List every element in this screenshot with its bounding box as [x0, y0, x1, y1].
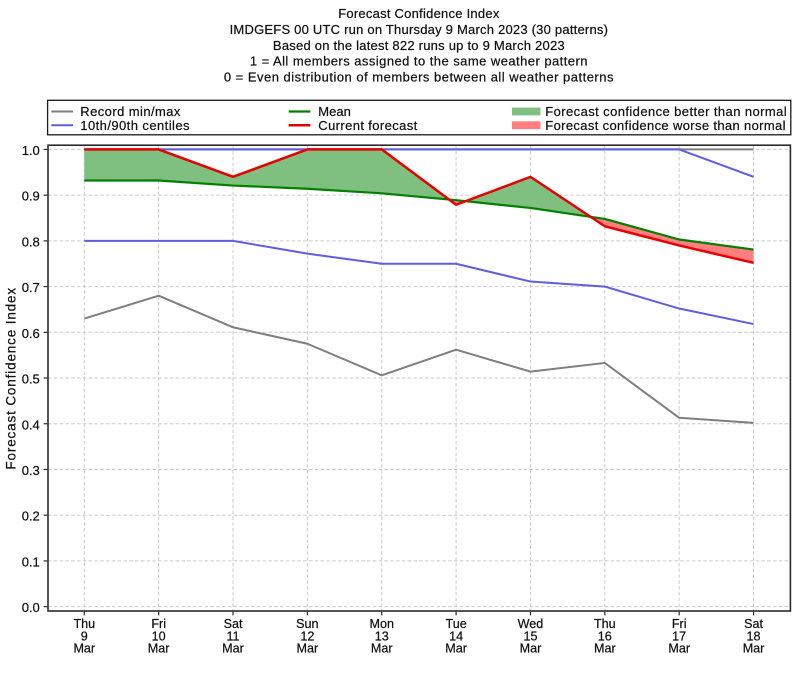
svg-text:11: 11 [226, 629, 239, 643]
svg-text:Fri: Fri [672, 617, 687, 631]
svg-text:Mar: Mar [222, 642, 244, 656]
svg-text:0.6: 0.6 [22, 326, 40, 341]
svg-text:0.5: 0.5 [22, 372, 40, 387]
svg-text:Forecast Confidence Index: Forecast Confidence Index [338, 6, 500, 21]
svg-text:14: 14 [449, 629, 463, 643]
svg-text:Mon: Mon [369, 617, 394, 631]
svg-text:Thu: Thu [594, 617, 616, 631]
svg-text:10: 10 [152, 629, 166, 643]
svg-text:Sat: Sat [224, 617, 243, 631]
svg-text:Sun: Sun [296, 617, 318, 631]
svg-text:Mar: Mar [520, 642, 542, 656]
svg-text:Wed: Wed [518, 617, 544, 631]
svg-text:Current forecast: Current forecast [318, 118, 417, 133]
svg-text:Mar: Mar [445, 642, 467, 656]
svg-text:Record min/max: Record min/max [80, 104, 181, 119]
svg-text:0.7: 0.7 [22, 280, 40, 295]
svg-text:1.0: 1.0 [22, 143, 40, 158]
svg-text:Based on the latest 822 runs u: Based on the latest 822 runs up to 9 Mar… [273, 38, 565, 53]
svg-text:0.3: 0.3 [22, 463, 40, 478]
svg-text:18: 18 [747, 629, 761, 643]
svg-text:0.1: 0.1 [22, 554, 40, 569]
svg-text:Mar: Mar [668, 642, 690, 656]
svg-text:0.4: 0.4 [22, 417, 40, 432]
svg-text:1 = All members assigned to th: 1 = All members assigned to the same wea… [250, 54, 588, 69]
svg-text:Sat: Sat [744, 617, 763, 631]
svg-text:0.0: 0.0 [22, 600, 40, 615]
svg-text:0.8: 0.8 [22, 234, 40, 249]
svg-text:17: 17 [672, 629, 686, 643]
svg-text:Mean: Mean [318, 104, 351, 119]
svg-text:Fri: Fri [151, 617, 166, 631]
svg-text:0.9: 0.9 [22, 189, 40, 204]
svg-text:Tue: Tue [445, 617, 466, 631]
svg-text:Forecast confidence worse than: Forecast confidence worse than normal [545, 118, 786, 133]
svg-text:0 = Even distribution of membe: 0 = Even distribution of members between… [224, 70, 614, 85]
svg-text:Thu: Thu [73, 617, 95, 631]
svg-text:15: 15 [523, 629, 537, 643]
svg-text:12: 12 [300, 629, 314, 643]
svg-text:Mar: Mar [371, 642, 393, 656]
svg-text:Mar: Mar [73, 642, 95, 656]
svg-text:0.2: 0.2 [22, 509, 40, 524]
svg-text:IMDGEFS 00 UTC run on Thursday: IMDGEFS 00 UTC run on Thursday 9 March 2… [230, 22, 609, 37]
svg-text:Forecast Confidence Index: Forecast Confidence Index [3, 287, 18, 470]
svg-text:Mar: Mar [743, 642, 765, 656]
svg-text:Mar: Mar [148, 642, 170, 656]
svg-text:10th/90th centiles: 10th/90th centiles [80, 118, 190, 133]
svg-text:Mar: Mar [594, 642, 616, 656]
svg-text:Forecast confidence better tha: Forecast confidence better than normal [545, 104, 787, 119]
svg-text:9: 9 [81, 629, 88, 643]
svg-text:Mar: Mar [297, 642, 319, 656]
svg-text:13: 13 [375, 629, 389, 643]
svg-text:16: 16 [598, 629, 612, 643]
